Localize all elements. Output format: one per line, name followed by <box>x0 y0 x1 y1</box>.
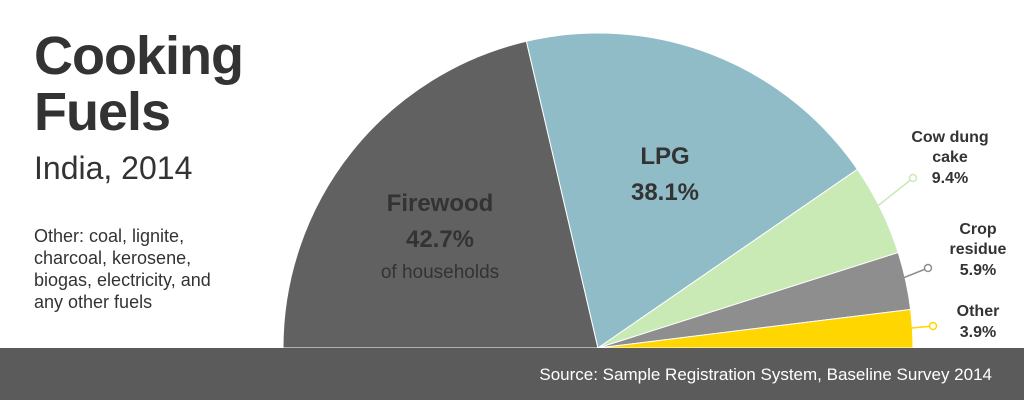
slice-label: Cow dung cake <box>911 129 989 166</box>
slice-label: LPG <box>640 143 690 170</box>
slice-label: Firewood <box>386 190 494 217</box>
source: Source: Sample Registration System, Base… <box>539 365 992 384</box>
value-label: 9.4% <box>931 170 969 187</box>
annotation: of households <box>380 262 500 283</box>
note: Other: coal, lignite, charcoal, kerosene… <box>34 226 211 312</box>
leader-dot <box>923 263 933 273</box>
slice-label: Crop residue <box>949 221 1007 258</box>
leader-line <box>890 325 934 331</box>
leader-dot <box>908 173 918 183</box>
footer: Source: Sample Registration System, Base… <box>0 348 1024 400</box>
value-label: 5.9% <box>959 262 997 279</box>
slice-label: Other <box>956 303 1000 320</box>
leader-dot <box>928 321 938 331</box>
leader-line <box>860 177 914 220</box>
pie-slice <box>282 40 599 349</box>
pie-slice <box>525 32 859 349</box>
leader-line <box>883 267 929 287</box>
value-label: 42.7% <box>405 226 475 253</box>
value-label: 38.1% <box>630 179 700 206</box>
value-label: 3.9% <box>959 324 997 341</box>
chart-subtitle: India, 2014 <box>34 150 193 186</box>
chart-title: Cooking Fuels <box>34 26 244 142</box>
